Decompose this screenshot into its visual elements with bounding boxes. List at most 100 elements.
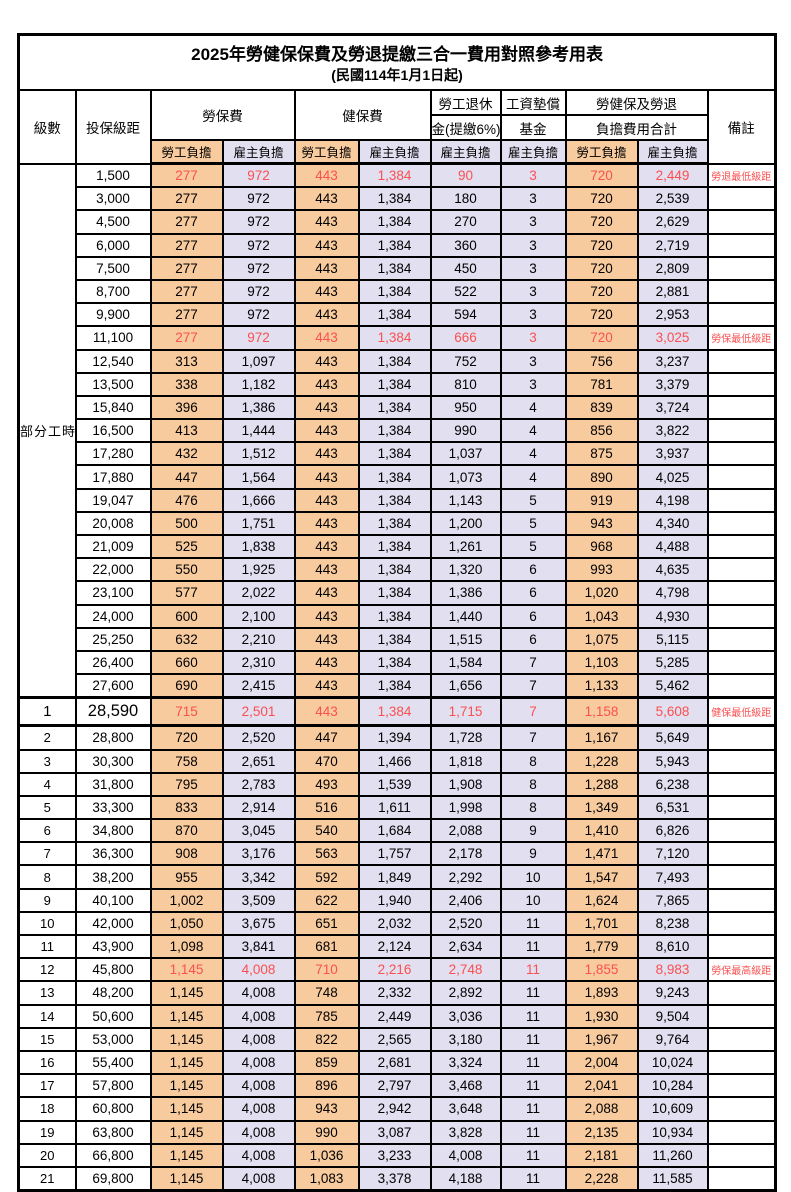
subheader-labor-employer: 雇主負擔 (221, 139, 296, 165)
cell-total-employer: 7,493 (636, 864, 709, 890)
cell-bracket: 9,900 (74, 302, 152, 328)
cell-note: 勞退最低級距 (706, 162, 777, 189)
cell-health-ins-employee: 443 (293, 371, 360, 397)
cell-note (706, 557, 777, 583)
cell-total-employee: 943 (564, 510, 639, 537)
cell-labor-ins-employee: 1,145 (149, 1003, 224, 1029)
cell-health-ins-employer: 2,942 (357, 1096, 432, 1122)
cell-labor-ins-employee: 690 (149, 673, 224, 699)
subheader-health-employee: 勞工負擔 (293, 139, 360, 165)
cell-total-employer: 8,238 (636, 910, 709, 937)
cell-labor-ins-employee: 396 (149, 394, 224, 421)
cell-labor-ins-employer: 2,914 (221, 794, 296, 821)
cell-note (706, 887, 777, 913)
cell-total-employee: 1,103 (564, 649, 639, 676)
cell-total-employer: 2,449 (636, 162, 709, 189)
table-row: 21 69,800 1,145 4,008 1,083 3,378 4,188 11 2,228… (17, 1165, 777, 1192)
title-line-1: 2025年勞健保保費及勞退提繳三合一費用對照參考用表 (191, 45, 603, 65)
cell-level: 12 (17, 957, 77, 983)
cell-wage-fund-employer: 7 (499, 673, 567, 699)
cell-labor-ins-employer: 4,008 (221, 1142, 296, 1168)
cell-note (706, 748, 777, 774)
cell-wage-fund-employer: 9 (499, 818, 567, 844)
header-note: 備註 (706, 89, 777, 164)
cell-health-ins-employer: 1,384 (357, 162, 432, 189)
cell-note: 健保最低級距 (706, 696, 777, 728)
cell-health-ins-employer: 1,394 (357, 724, 432, 751)
cell-labor-ins-employer: 972 (221, 325, 296, 351)
cell-note (706, 533, 777, 560)
cell-total-employer: 11,585 (636, 1165, 709, 1192)
cell-level: 3 (17, 748, 77, 774)
cell-health-ins-employee: 443 (293, 580, 360, 606)
cell-wage-fund-employer: 10 (499, 864, 567, 890)
cell-labor-ins-employer: 3,675 (221, 910, 296, 937)
cell-total-employer: 5,462 (636, 673, 709, 699)
cell-wage-fund-employer: 3 (499, 209, 567, 235)
cell-pension-employer: 270 (429, 209, 502, 235)
table-row: 14 50,600 1,145 4,008 785 2,449 3,036 11 1,930 9,… (17, 1003, 777, 1029)
cell-pension-employer: 990 (429, 418, 502, 444)
cell-health-ins-employer: 2,332 (357, 980, 432, 1006)
cell-health-ins-employee: 447 (293, 724, 360, 751)
cell-total-employee: 890 (564, 464, 639, 490)
cell-bracket: 63,800 (74, 1119, 152, 1145)
cell-bracket: 28,800 (74, 724, 152, 751)
cell-note (706, 255, 777, 281)
cell-health-ins-employee: 443 (293, 302, 360, 328)
cell-labor-ins-employer: 2,783 (221, 771, 296, 797)
cell-total-employee: 1,930 (564, 1003, 639, 1029)
table-row: 6,000 277 972 443 1,384 360 3 720 2,719 (19, 232, 777, 258)
cell-note (706, 1003, 777, 1029)
cell-health-ins-employer: 2,681 (357, 1049, 432, 1076)
cell-labor-ins-employer: 972 (221, 186, 296, 212)
cell-level: 18 (17, 1096, 77, 1122)
table-row: 12,540 313 1,097 443 1,384 752 3 756 3,237 (19, 348, 777, 374)
cell-wage-fund-employer: 6 (499, 580, 567, 606)
cell-health-ins-employer: 1,384 (357, 487, 432, 513)
cell-note (706, 818, 777, 844)
cell-note (706, 649, 777, 676)
cell-pension-employer: 810 (429, 371, 502, 397)
cell-total-employer: 2,629 (636, 209, 709, 235)
cell-total-employer: 9,504 (636, 1003, 709, 1029)
cell-labor-ins-employer: 4,008 (221, 957, 296, 983)
cell-total-employee: 1,547 (564, 864, 639, 890)
cell-wage-fund-employer: 3 (499, 371, 567, 397)
cell-level: 2 (17, 724, 77, 751)
cell-health-ins-employee: 516 (293, 794, 360, 821)
cell-labor-ins-employer: 4,008 (221, 1073, 296, 1099)
cell-pension-employer: 2,892 (429, 980, 502, 1006)
table-row: 4,500 277 972 443 1,384 270 3 720 2,629 (19, 209, 777, 235)
cell-total-employee: 1,158 (564, 696, 639, 728)
cell-health-ins-employer: 1,384 (357, 673, 432, 699)
cell-health-ins-employer: 1,384 (357, 325, 432, 351)
cell-labor-ins-employer: 1,925 (221, 557, 296, 583)
cell-note (706, 933, 777, 960)
cell-bracket: 40,100 (74, 887, 152, 913)
cell-pension-employer: 594 (429, 302, 502, 328)
cell-total-employer: 8,610 (636, 933, 709, 960)
cell-labor-ins-employee: 758 (149, 748, 224, 774)
header-group-row-1: 級數 投保級距 勞保費 健保費 勞工退休 工資墊償 勞健保及勞退 備註 (17, 89, 777, 164)
cell-pension-employer: 1,143 (429, 487, 502, 513)
cell-labor-ins-employer: 972 (221, 232, 296, 258)
cell-health-ins-employee: 785 (293, 1003, 360, 1029)
cell-bracket: 30,300 (74, 748, 152, 774)
cell-health-ins-employer: 1,384 (357, 232, 432, 258)
cell-health-ins-employee: 443 (293, 255, 360, 281)
cell-note (706, 510, 777, 537)
cell-total-employee: 720 (564, 232, 639, 258)
cell-note (706, 603, 777, 629)
cell-health-ins-employee: 443 (293, 696, 360, 728)
cell-health-ins-employee: 540 (293, 818, 360, 844)
cell-wage-fund-employer: 10 (499, 887, 567, 913)
table-row: 8,700 277 972 443 1,384 522 3 720 2,881 (19, 278, 777, 305)
premium-reference-page: 2025年勞健保保費及勞退提繳三合一費用對照參考用表 (民國114年1月1日起)… (0, 33, 791, 1192)
cell-wage-fund-employer: 4 (499, 464, 567, 490)
cell-note (706, 371, 777, 397)
table-row: 6 34,800 870 3,045 540 1,684 2,088 9 1,410 6,826 (17, 818, 777, 844)
subheader-wage-fund-employer: 雇主負擔 (499, 139, 567, 165)
cell-bracket: 23,100 (74, 580, 152, 606)
cell-level: 1 (17, 696, 77, 728)
